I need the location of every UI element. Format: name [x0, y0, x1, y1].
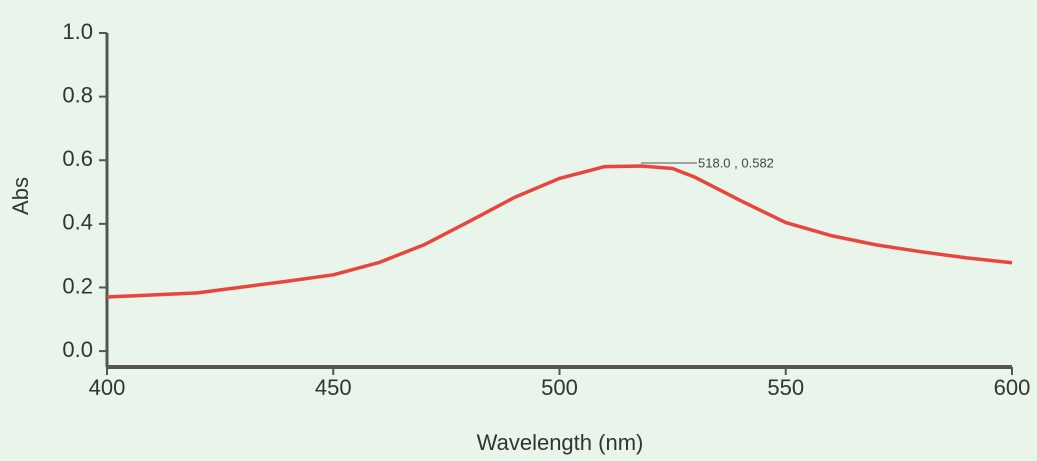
x-axis-title: Wavelength (nm) [477, 430, 644, 455]
spectrum-line [107, 166, 1012, 297]
y-axis-title: Abs [8, 177, 33, 215]
y-tick-label: 0.6 [62, 146, 93, 171]
x-tick-label: 500 [541, 375, 578, 400]
annotation: 518.0 , 0.582 [698, 155, 774, 170]
x-tick-label: 400 [89, 375, 126, 400]
y-tick-label: 0.8 [62, 82, 93, 107]
x-tick-label: 450 [315, 375, 352, 400]
y-tick-label: 0.4 [62, 210, 93, 235]
y-tick-label: 1.0 [62, 19, 93, 44]
y-tick-label: 0.2 [62, 273, 93, 298]
y-tick-label: 0.0 [62, 337, 93, 362]
x-tick-label: 600 [994, 375, 1031, 400]
page: {"chart_data": {"type": "line", "x_label… [0, 0, 1037, 461]
x-tick-label: 550 [767, 375, 804, 400]
chart: Wavelength (nm) Abs 518.0 , 0.582 0.0 0.2… [0, 0, 1037, 461]
